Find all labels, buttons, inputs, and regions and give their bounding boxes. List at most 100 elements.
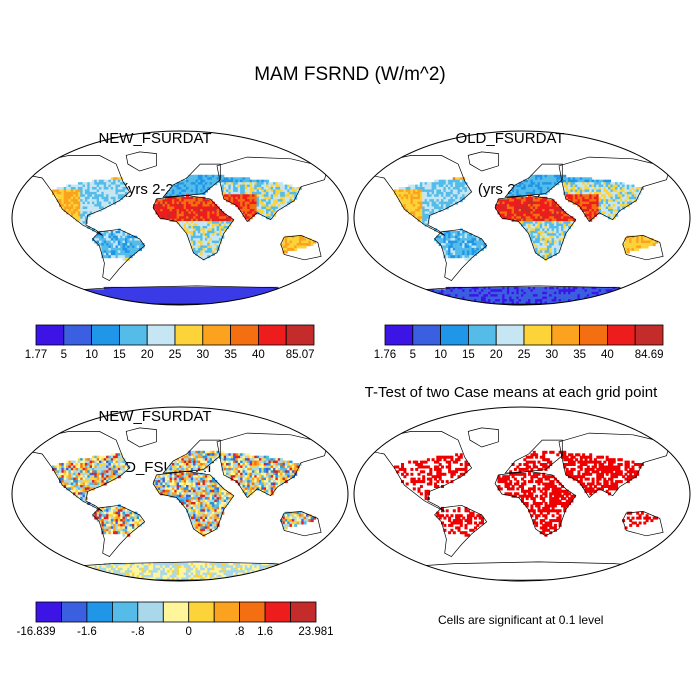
map-new-fsurdat-coastlines xyxy=(14,151,333,305)
map-old-fsurdat-coast-north-america xyxy=(356,155,473,236)
colorbar-diff-box-3 xyxy=(112,601,139,623)
map-diff-coast-australia xyxy=(280,511,322,537)
map-new-fsurdat-coast-north-america xyxy=(14,155,131,236)
map-ttest-coastlines xyxy=(356,427,675,581)
main-title: MAM FSRND (W/m^2) xyxy=(254,64,446,85)
map-old-fsurdat-coast-australia xyxy=(622,235,664,261)
colorbar-new-box-3 xyxy=(119,324,148,346)
map-diff-coast-africa xyxy=(152,471,235,537)
map-ttest-coast-africa xyxy=(494,471,577,537)
colorbar-new-box-4 xyxy=(146,324,176,346)
map-diff-coast-south-america xyxy=(92,504,146,558)
map-ttest-coast-europe xyxy=(504,439,563,474)
colorbar-old-label-3: 15 xyxy=(462,349,475,361)
map-diff-coast-europe xyxy=(162,439,221,474)
map-new-fsurdat xyxy=(11,130,349,306)
colorbar-diff-label-4: .8 xyxy=(235,626,245,638)
map-ttest-coast-antarctica xyxy=(373,561,675,581)
colorbar-old-box-1 xyxy=(412,324,441,346)
map-diff-coast-asia xyxy=(216,432,329,499)
colorbar-diff-box-8 xyxy=(239,601,266,623)
map-ttest-coast-greenland xyxy=(467,427,499,448)
colorbar-old-label-4: 20 xyxy=(490,349,503,361)
colorbar-new-label-4: 20 xyxy=(141,349,154,361)
map-diff-coastlines xyxy=(14,427,333,581)
colorbar-old-box-5 xyxy=(523,324,553,346)
colorbar-new-label-9: 85.07 xyxy=(286,349,315,361)
colorbar-diff-box-1 xyxy=(61,601,88,623)
panel-title-new-line1: NEW_FSURDAT xyxy=(98,130,212,147)
colorbar-old-box-9 xyxy=(634,324,664,346)
colorbar-diff-label-1: -1.6 xyxy=(77,626,97,638)
colorbar-diff-box-7 xyxy=(213,601,241,623)
colorbar-diff-box-4 xyxy=(137,601,164,623)
colorbar-old-box-2 xyxy=(440,324,469,346)
map-new-fsurdat-coast-asia xyxy=(216,156,329,223)
colorbar-new-label-5: 25 xyxy=(169,349,182,361)
colorbar-old-label-5: 25 xyxy=(518,349,531,361)
map-old-fsurdat-coast-asia xyxy=(558,156,671,223)
colorbar-diff-label-5: 1.6 xyxy=(257,626,273,638)
significance-note: Cells are significant at 0.1 level xyxy=(438,613,604,627)
colorbar-diff-label-2: -.8 xyxy=(131,626,144,638)
map-new-fsurdat-coast-africa xyxy=(152,195,235,261)
colorbar-diff-label-3: 0 xyxy=(185,626,191,638)
map-ttest-coast-australia xyxy=(622,511,664,537)
panel-title-ttest: T-Test of two Case means at each grid po… xyxy=(364,384,658,401)
colorbar-old-box-4 xyxy=(495,324,525,346)
colorbar-diff-label-6: 23.981 xyxy=(298,626,333,638)
colorbar-new-label-7: 35 xyxy=(224,349,237,361)
colorbar-old-box-0 xyxy=(384,324,414,346)
map-ttest-coast-south-america xyxy=(434,504,488,558)
colorbar-new-box-2 xyxy=(91,324,120,346)
colorbar-new-box-6 xyxy=(202,324,232,346)
colorbar-new-box-9 xyxy=(285,324,315,346)
map-old-fsurdat xyxy=(353,130,691,306)
colorbar-diff-box-0 xyxy=(35,601,62,623)
colorbar-diff-box-2 xyxy=(86,601,113,623)
map-new-fsurdat-coast-south-america xyxy=(92,228,146,282)
map-old-fsurdat-coast-greenland xyxy=(467,151,499,172)
colorbar-new-box-1 xyxy=(63,324,92,346)
map-new-fsurdat-coast-greenland xyxy=(125,151,157,172)
colorbar-new-label-8: 40 xyxy=(252,349,265,361)
colorbar-old-box-8 xyxy=(607,324,636,346)
map-diff-coast-north-america xyxy=(14,431,131,512)
colorbar-old-box-3 xyxy=(467,324,497,346)
map-new-fsurdat-coast-europe xyxy=(162,163,221,198)
colorbar-old-label-2: 10 xyxy=(434,349,447,361)
colorbar-new-box-7 xyxy=(230,324,259,346)
colorbar-diff-box-10 xyxy=(290,601,317,623)
map-ttest-cells xyxy=(394,450,659,537)
map-old-fsurdat-coastlines xyxy=(356,151,675,305)
colorbar-new-label-3: 15 xyxy=(113,349,126,361)
colorbar-diff: -16.839 -1.6 -.8 0 .8 1.6 23.981 xyxy=(16,601,334,638)
map-new-fsurdat-coast-australia xyxy=(280,235,322,261)
map-old-fsurdat-frame xyxy=(353,130,691,306)
map-diff xyxy=(11,406,349,582)
map-new-fsurdat-frame xyxy=(11,130,349,306)
colorbar-old-label-8: 40 xyxy=(601,349,614,361)
panel-title-diff-line1: NEW_FSURDAT xyxy=(98,408,212,425)
colorbar-diff-box-5 xyxy=(162,601,190,623)
colorbar-old-label-9: 84.69 xyxy=(635,349,664,361)
colorbar-new-box-5 xyxy=(174,324,204,346)
colorbar-new-label-1: 5 xyxy=(61,349,67,361)
colorbar-diff-label-0: -16.839 xyxy=(16,626,55,638)
colorbar-new-label-6: 30 xyxy=(196,349,209,361)
colorbar-old-box-6 xyxy=(551,324,580,346)
colorbar-new-box-0 xyxy=(35,324,65,346)
panel-title-old-line1: OLD_FSURDAT xyxy=(455,130,565,147)
colorbar-old-label-0: 1.76 xyxy=(374,349,396,361)
map-new-fsurdat-cells xyxy=(33,174,333,305)
map-old-fsurdat-coast-europe xyxy=(504,163,563,198)
map-ttest xyxy=(353,406,691,582)
map-diff-coast-greenland xyxy=(125,427,157,448)
colorbar-old-box-7 xyxy=(579,324,608,346)
colorbar-old: 1.76 5 10 15 20 25 30 35 40 84.69 xyxy=(374,324,664,361)
colorbar-new: 1.77 5 10 15 20 25 30 35 40 85.07 xyxy=(25,324,315,361)
colorbar-new-label-0: 1.77 xyxy=(25,349,47,361)
colorbar-new-label-2: 10 xyxy=(85,349,98,361)
map-ttest-coast-asia xyxy=(558,432,671,499)
